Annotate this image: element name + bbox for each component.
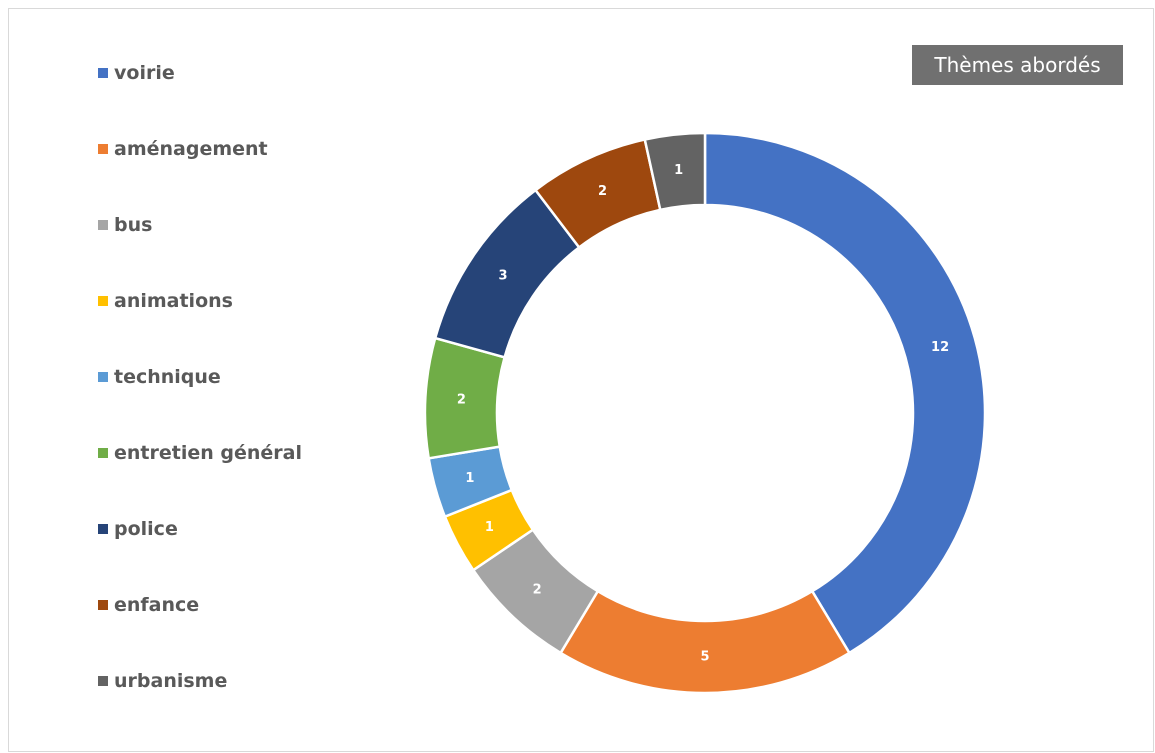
data-label: 1 <box>485 520 494 535</box>
legend-label: bus <box>114 214 153 236</box>
data-label: 2 <box>533 583 542 598</box>
legend-item: enfance <box>98 592 199 618</box>
legend-swatch <box>98 144 108 154</box>
data-label: 2 <box>598 184 607 199</box>
legend-label: aménagement <box>114 138 268 160</box>
data-label: 5 <box>700 650 709 665</box>
legend-swatch <box>98 676 108 686</box>
legend-swatch <box>98 372 108 382</box>
data-label: 2 <box>457 392 466 407</box>
legend-label: urbanisme <box>114 670 228 692</box>
legend-item: animations <box>98 288 233 314</box>
legend-swatch <box>98 296 108 306</box>
legend-item: police <box>98 516 178 542</box>
legend-swatch <box>98 600 108 610</box>
chart-title: Thèmes abordés <box>912 45 1123 85</box>
legend-swatch <box>98 68 108 78</box>
donut-slice-voirie <box>703 131 987 655</box>
legend-label: enfance <box>114 594 200 616</box>
legend-item: entretien général <box>98 440 302 466</box>
donut-slice-urbanisme <box>643 131 707 212</box>
data-label: 3 <box>499 269 508 284</box>
data-label: 1 <box>465 471 474 486</box>
legend-item: voirie <box>98 60 175 86</box>
legend-item: bus <box>98 212 152 238</box>
legend-label: animations <box>114 290 233 312</box>
legend-label: entretien général <box>114 442 302 464</box>
data-label: 1 <box>674 163 683 178</box>
legend-item: aménagement <box>98 136 268 162</box>
legend-item: urbanisme <box>98 668 227 694</box>
legend-item: technique <box>98 364 221 390</box>
legend-swatch <box>98 448 108 458</box>
data-label: 12 <box>931 340 949 355</box>
legend-label: voirie <box>114 62 175 84</box>
legend-label: technique <box>114 366 221 388</box>
donut-slice-aménagement <box>558 589 852 695</box>
legend-label: police <box>114 518 178 540</box>
legend-swatch <box>98 524 108 534</box>
legend-swatch <box>98 220 108 230</box>
